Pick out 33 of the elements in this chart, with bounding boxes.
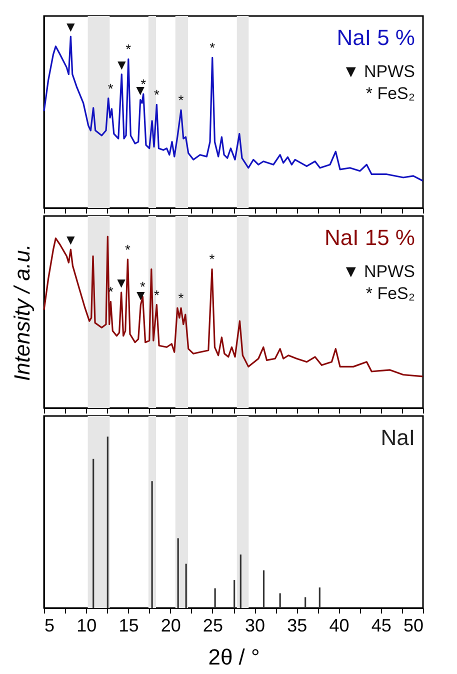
y-axis-title: Intensity / a.u. [10, 244, 34, 381]
annotation: * [210, 40, 216, 56]
chart-title: NaI 5 % [336, 25, 415, 50]
annotation: * [209, 251, 216, 268]
annotation: ▼ [64, 232, 78, 248]
x-tick-label: 10 [76, 616, 97, 636]
x-tick-label: 50 [403, 616, 424, 636]
x-tick-label: 40 [329, 616, 350, 636]
x-tick-label: 15 [118, 616, 139, 636]
annotation: ▼ NPWS [342, 262, 415, 281]
annotation: * [154, 86, 160, 103]
annotation: ▼ NPWS [342, 62, 415, 81]
annotation: * FeS₂ [366, 284, 415, 303]
annotation: * [126, 41, 132, 58]
annotation: ▼ [64, 18, 78, 35]
chart-title: NaI 15 % [324, 225, 415, 250]
annotation: * [178, 92, 184, 108]
x-tick-label: 35 [287, 616, 308, 636]
annotation: * [108, 80, 114, 96]
x-tick-label: 20 [160, 616, 181, 636]
x-tick-label: 25 [202, 616, 223, 636]
annotation: * [178, 290, 184, 306]
annotation: * [124, 241, 131, 258]
x-axis-title: 2θ / ° [208, 644, 260, 670]
annotation: * [154, 286, 160, 303]
x-tick-label: 5 [44, 616, 55, 636]
annotation: * FeS₂ [366, 84, 415, 103]
chart-title: NaI [380, 425, 415, 450]
annotation: ▼ [134, 286, 148, 303]
x-tick-label: 30 [245, 616, 266, 636]
annotation: ▼ [114, 56, 129, 72]
annotation: ▼ [114, 274, 128, 290]
x-tick-label: 45 [371, 616, 392, 636]
